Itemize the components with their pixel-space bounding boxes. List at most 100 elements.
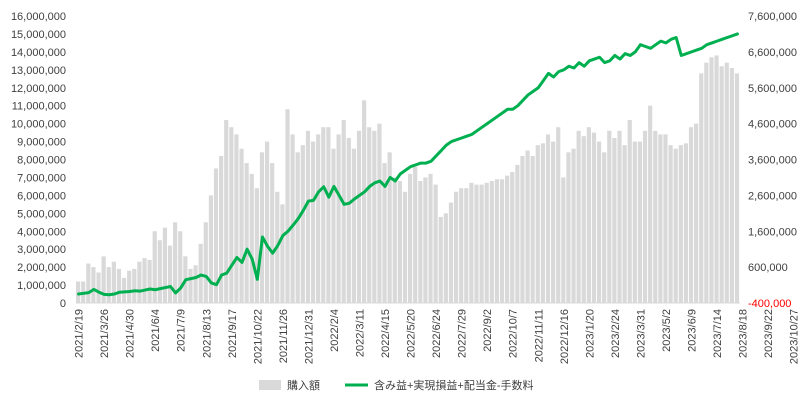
bar bbox=[178, 231, 183, 303]
bar bbox=[443, 213, 448, 303]
bar bbox=[356, 130, 362, 303]
bar bbox=[709, 57, 714, 304]
left-axis-tick-label: 10,000,000 bbox=[11, 119, 66, 131]
bar bbox=[208, 195, 213, 304]
bar bbox=[438, 216, 443, 303]
bar-series bbox=[76, 55, 740, 304]
bar bbox=[86, 263, 91, 303]
bar bbox=[673, 148, 678, 303]
left-axis-tick-label: 13,000,000 bbox=[11, 65, 66, 77]
bar bbox=[551, 141, 556, 303]
bar bbox=[663, 134, 668, 303]
bar bbox=[602, 152, 607, 303]
bar bbox=[704, 62, 709, 303]
bar bbox=[300, 145, 305, 303]
bar bbox=[408, 173, 413, 303]
left-axis-tick-label: 7,000,000 bbox=[17, 172, 66, 184]
bar bbox=[545, 134, 551, 303]
bar bbox=[336, 134, 341, 303]
bar bbox=[561, 177, 566, 303]
x-axis-tick-label: 2021/6/4 bbox=[150, 309, 162, 352]
bar bbox=[219, 155, 224, 303]
bar bbox=[678, 145, 683, 303]
x-axis-tick-label: 2023/1/20 bbox=[584, 309, 596, 358]
bar bbox=[132, 268, 137, 303]
left-axis-tick-label: 15,000,000 bbox=[11, 29, 66, 41]
bar bbox=[520, 155, 525, 303]
right-axis-tick-label: 5,600,000 bbox=[748, 83, 797, 95]
bar bbox=[642, 130, 648, 303]
x-axis-tick-label: 2023/10/27 bbox=[789, 309, 801, 364]
x-axis-tick-label: 2021/3/26 bbox=[99, 309, 111, 358]
bar bbox=[198, 243, 203, 303]
left-axis-tick-label: 6,000,000 bbox=[17, 190, 66, 202]
x-axis-tick-label: 2021/4/30 bbox=[125, 309, 137, 358]
bar bbox=[254, 188, 259, 303]
bar bbox=[341, 120, 346, 303]
bar bbox=[525, 150, 530, 303]
bar bbox=[714, 55, 719, 304]
bar bbox=[433, 184, 438, 303]
bar bbox=[310, 141, 316, 303]
left-axis-tick-label: 4,000,000 bbox=[17, 226, 66, 238]
x-axis-tick-label: 2021/2/19 bbox=[74, 309, 86, 358]
bar bbox=[464, 188, 469, 303]
bar bbox=[173, 222, 178, 303]
bar bbox=[362, 100, 367, 303]
bar bbox=[290, 134, 295, 303]
bar bbox=[188, 268, 193, 303]
bar bbox=[167, 245, 173, 303]
bar bbox=[413, 166, 418, 303]
bar bbox=[418, 181, 423, 303]
bar bbox=[106, 267, 111, 304]
left-axis-tick-label: 14,000,000 bbox=[11, 47, 66, 59]
bar bbox=[326, 127, 331, 304]
bar bbox=[505, 175, 510, 303]
x-axis-tick-label: 2022/9/2 bbox=[482, 309, 494, 352]
legend-bar-label: 購入額 bbox=[287, 378, 320, 392]
bar bbox=[377, 123, 382, 304]
right-axis-tick-label: 1,600,000 bbox=[748, 226, 797, 238]
bar bbox=[510, 172, 515, 303]
x-axis-tick-label: 2021/11/26 bbox=[278, 309, 290, 363]
x-axis-ticks: 2021/2/19 2021/3/26 2021/4/30 2021/6/4 2021/… bbox=[74, 309, 801, 364]
bar bbox=[229, 127, 234, 304]
x-axis-tick-label: 2021/7/9 bbox=[176, 309, 188, 352]
bar bbox=[111, 261, 116, 303]
bar bbox=[658, 134, 663, 303]
bar bbox=[581, 136, 586, 303]
bar bbox=[576, 130, 581, 303]
right-axis-tick-label: 7,600,000 bbox=[748, 11, 797, 23]
bar bbox=[596, 141, 602, 303]
bar bbox=[453, 191, 459, 303]
bar bbox=[556, 127, 561, 304]
bar bbox=[571, 148, 576, 303]
bar bbox=[724, 62, 729, 303]
bar bbox=[484, 182, 489, 303]
bar bbox=[147, 259, 152, 303]
bar bbox=[535, 145, 540, 303]
bar bbox=[637, 141, 643, 303]
left-axis-tick-label: 0 bbox=[60, 298, 66, 310]
bar bbox=[540, 143, 545, 303]
bar bbox=[632, 141, 637, 303]
bar bbox=[152, 231, 157, 303]
bar bbox=[203, 222, 208, 303]
bar bbox=[474, 184, 479, 303]
bar bbox=[607, 130, 612, 303]
bar bbox=[142, 258, 147, 303]
bar bbox=[270, 163, 275, 303]
right-axis-ticks: -400,000 600,000 1,600,000 2,600,000 3,600,0… bbox=[748, 11, 797, 310]
x-axis-tick-label: 2021/10/22 bbox=[252, 309, 264, 364]
bar bbox=[392, 177, 397, 303]
left-axis-ticks: 0 1,000,000 2,000,000 3,000,000 4,000,000 5,0… bbox=[11, 11, 66, 310]
bar bbox=[162, 227, 168, 303]
left-axis-tick-label: 9,000,000 bbox=[17, 137, 66, 149]
bar bbox=[489, 181, 494, 303]
bar bbox=[249, 173, 254, 303]
bar bbox=[729, 68, 734, 304]
bar bbox=[387, 152, 392, 303]
right-axis-tick-label: 2,600,000 bbox=[748, 190, 797, 202]
bar bbox=[157, 240, 162, 303]
bar bbox=[91, 267, 96, 304]
